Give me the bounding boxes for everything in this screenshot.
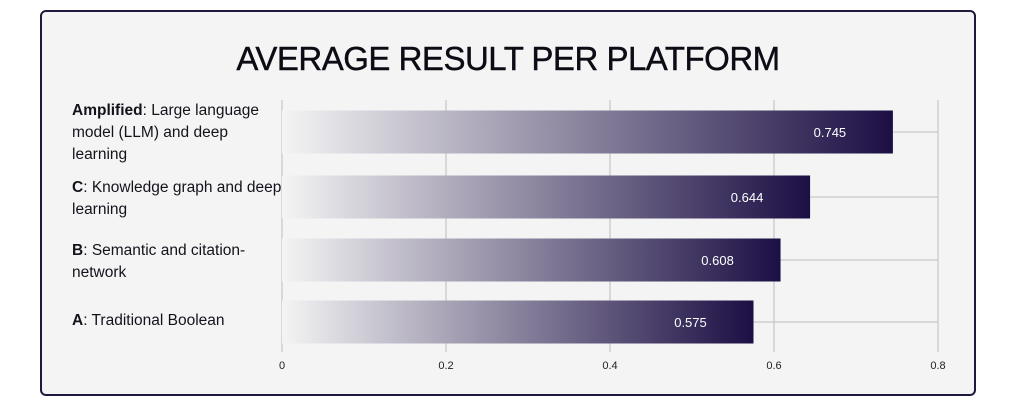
bar-value-label: 0.745 xyxy=(814,125,847,140)
bar-chart: 0 0.2 0.4 0.6 0.8 0.745 0.644 0.608 0.575 xyxy=(42,12,974,394)
x-tick-label: 0 xyxy=(279,360,285,372)
x-tick-label: 0.2 xyxy=(438,360,453,372)
bar-value-label: 0.608 xyxy=(701,253,734,268)
x-tick-label: 0.6 xyxy=(766,360,781,372)
chart-card: AVERAGE RESULT PER PLATFORM Amplified: L… xyxy=(40,10,976,396)
bar-value-label: 0.575 xyxy=(674,315,707,330)
x-tick-label: 0.8 xyxy=(930,360,945,372)
bar-value-label: 0.644 xyxy=(731,190,764,205)
x-tick-label: 0.4 xyxy=(602,360,617,372)
bar xyxy=(282,111,893,154)
